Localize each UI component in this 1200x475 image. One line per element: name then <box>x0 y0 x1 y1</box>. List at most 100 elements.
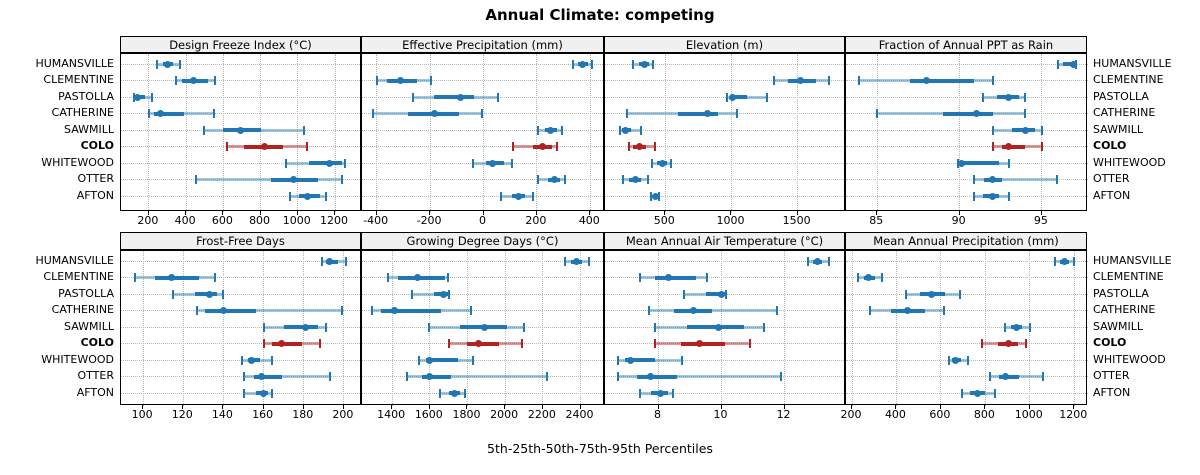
whisker-cap-low <box>447 339 450 349</box>
whisker-cap-high <box>669 158 672 168</box>
x-tick-label: 8 <box>654 408 662 421</box>
whisker-cap-low <box>1054 257 1057 266</box>
whisker-cap-low <box>471 158 474 168</box>
y-gridline <box>846 277 1088 279</box>
median-dot <box>635 143 643 150</box>
y-gridline <box>362 113 605 114</box>
median-dot <box>1060 258 1068 265</box>
median-dot <box>718 290 726 298</box>
x-tick-label: 12 <box>776 408 791 421</box>
whisker-cap-low <box>511 142 514 151</box>
iqr-bar <box>308 161 343 165</box>
whisker-cap-low <box>638 388 641 398</box>
whisker-cap-high <box>1040 125 1043 135</box>
whisker-cap-low <box>172 289 175 299</box>
x-tick <box>222 405 224 409</box>
whisker-cap-low <box>627 142 630 151</box>
x-gridline <box>391 251 393 406</box>
x-gridline <box>664 54 666 212</box>
median-dot <box>550 176 558 183</box>
median-dot <box>258 373 266 381</box>
strip-title: Elevation (m) <box>685 37 764 52</box>
median-dot <box>480 323 488 331</box>
x-tick <box>876 211 878 215</box>
median-dot <box>989 176 997 183</box>
whisker-cap-low <box>1057 59 1060 69</box>
median-dot <box>326 258 334 265</box>
median-dot <box>167 274 175 282</box>
x-tick-label: 1200 <box>1059 408 1088 421</box>
strip-title: Effective Precipitation (mm) <box>402 37 563 52</box>
x-gridline <box>260 54 262 212</box>
x-gridline <box>959 54 961 212</box>
median-dot <box>1005 143 1013 150</box>
x-tick-label: 500 <box>653 213 675 227</box>
whisker-cap-low <box>618 125 621 135</box>
x-gridline <box>730 54 732 212</box>
percentile-whisker <box>407 375 547 379</box>
whisker-cap-high <box>270 355 273 365</box>
whisker-cap-low <box>289 191 292 201</box>
x-tick-label: 180 <box>292 408 314 421</box>
median-dot <box>450 389 458 397</box>
whisker-cap-low <box>262 339 265 349</box>
strip-title: Fraction of Annual PPT as Rain <box>878 37 1054 52</box>
x-gridline <box>483 54 484 212</box>
y-gridline <box>846 129 1088 131</box>
iqr-bar <box>397 275 445 280</box>
whisker-cap-low <box>725 92 728 102</box>
x-tick <box>895 405 897 409</box>
whisker-cap-low <box>156 59 159 69</box>
median-dot <box>156 110 164 117</box>
whisker-cap-high <box>1007 158 1010 168</box>
whisker-cap-low <box>439 388 442 398</box>
percentile-whisker <box>974 178 1057 181</box>
x-gridline <box>658 251 660 406</box>
y-gridline <box>846 376 1088 378</box>
x-tick <box>147 211 149 215</box>
x-gridline <box>984 251 986 406</box>
site-label-right: COLO <box>1093 139 1127 152</box>
iqr-bar <box>283 325 318 330</box>
iqr-bar <box>426 358 459 363</box>
median-dot <box>440 290 448 298</box>
whisker-cap-low <box>973 191 976 201</box>
site-label-right: HUMANSVILLE <box>1093 56 1172 70</box>
iqr-bar <box>705 292 725 297</box>
x-gridline <box>797 54 799 212</box>
x-tick-label: 1800 <box>452 408 481 421</box>
whisker-cap-low <box>196 306 199 316</box>
site-label-right: CATHERINE <box>1093 106 1156 119</box>
x-gridline <box>334 54 336 212</box>
y-gridline <box>121 80 362 81</box>
whisker-cap-high <box>647 175 650 184</box>
median-dot <box>696 340 703 348</box>
strip-title: Mean Annual Precipitation (mm) <box>873 234 1059 248</box>
whisker-cap-low <box>648 306 651 316</box>
whisker-cap-low <box>371 109 374 118</box>
x-tick <box>391 405 393 409</box>
x-tick <box>222 211 224 215</box>
y-gridline <box>121 146 362 147</box>
whisker-cap-high <box>1029 322 1032 332</box>
x-tick-label: 1000 <box>716 213 745 227</box>
whisker-cap-low <box>387 273 390 283</box>
y-gridline <box>121 376 362 378</box>
median-dot <box>546 126 554 134</box>
whisker-cap-low <box>948 355 951 365</box>
strip-title: Frost-Free Days <box>196 234 285 248</box>
whisker-cap-high <box>563 175 566 184</box>
site-label-left: COLO <box>80 139 114 152</box>
x-gridline <box>297 54 299 212</box>
panel <box>604 53 846 212</box>
iqr-bar <box>1063 62 1075 66</box>
panel <box>120 250 362 406</box>
whisker-cap-high <box>943 306 945 316</box>
y-gridline <box>121 293 362 295</box>
whisker-cap-low <box>242 372 245 382</box>
whisker-cap-high <box>1024 109 1027 118</box>
y-gridline <box>846 63 1088 65</box>
x-gridline <box>940 251 942 406</box>
x-tick <box>466 405 468 409</box>
